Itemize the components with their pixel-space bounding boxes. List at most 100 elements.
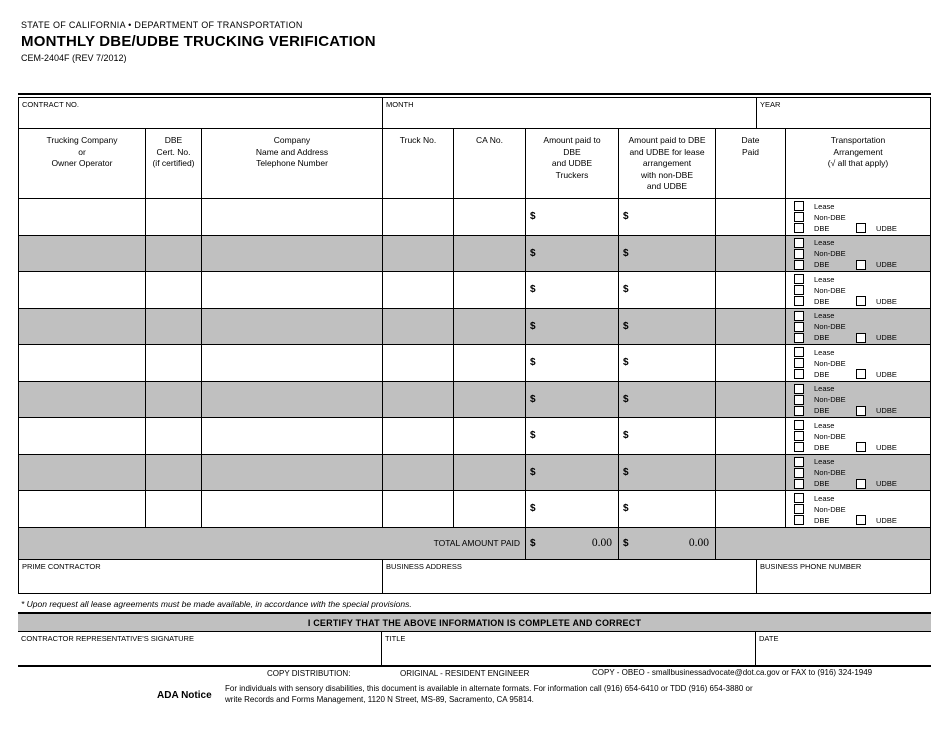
amount-paid-truckers-cell[interactable]: $ [526,491,619,527]
company-name-address-cell[interactable] [202,381,383,417]
ca-no-cell[interactable] [454,345,526,381]
company-name-address-cell[interactable] [202,308,383,344]
amount-paid-lease-cell[interactable]: $ [619,272,716,308]
date-paid-cell[interactable] [716,235,786,271]
trucking-company-cell[interactable] [19,491,146,527]
dbe-cert-no-cell[interactable] [146,272,202,308]
prime-contractor-field[interactable]: PRIME CONTRACTOR [19,559,383,593]
dbe-cert-no-cell[interactable] [146,308,202,344]
dbe-cert-no-cell[interactable] [146,381,202,417]
trucking-company-cell[interactable] [19,454,146,490]
dbe-checkbox[interactable] [794,515,804,525]
month-field[interactable]: MONTH [383,98,757,128]
trucking-company-cell[interactable] [19,381,146,417]
company-name-address-cell[interactable] [202,418,383,454]
dbe-checkbox[interactable] [794,223,804,233]
truck-no-cell[interactable] [383,454,454,490]
truck-no-cell[interactable] [383,418,454,454]
company-name-address-cell[interactable] [202,454,383,490]
amount-paid-lease-cell[interactable]: $ [619,381,716,417]
truck-no-cell[interactable] [383,272,454,308]
date-paid-cell[interactable] [716,418,786,454]
trucking-company-cell[interactable] [19,199,146,235]
non-dbe-checkbox[interactable] [794,321,804,332]
ca-no-cell[interactable] [454,491,526,527]
amount-paid-truckers-cell[interactable]: $ [526,235,619,271]
lease-checkbox[interactable] [794,310,804,321]
dbe-cert-no-cell[interactable] [146,345,202,381]
truck-no-cell[interactable] [383,345,454,381]
dbe-cert-no-cell[interactable] [146,235,202,271]
lease-checkbox[interactable] [794,201,804,211]
truck-no-cell[interactable] [383,235,454,271]
ca-no-cell[interactable] [454,235,526,271]
truck-no-cell[interactable] [383,491,454,527]
date-field[interactable]: DATE [756,632,931,665]
ca-no-cell[interactable] [454,381,526,417]
ca-no-cell[interactable] [454,418,526,454]
company-name-address-cell[interactable] [202,272,383,308]
non-dbe-checkbox[interactable] [794,212,804,222]
business-phone-field[interactable]: BUSINESS PHONE NUMBER [757,560,930,593]
date-paid-cell[interactable] [716,381,786,417]
dbe-checkbox[interactable] [794,442,804,452]
amount-paid-lease-cell[interactable]: $ [619,345,716,381]
udbe-checkbox[interactable] [856,369,866,379]
company-name-address-cell[interactable] [202,235,383,271]
date-paid-cell[interactable] [716,345,786,381]
lease-checkbox[interactable] [794,456,804,467]
udbe-checkbox[interactable] [856,223,866,233]
udbe-checkbox[interactable] [856,405,866,416]
company-name-address-cell[interactable] [202,199,383,235]
dbe-checkbox[interactable] [794,296,804,306]
company-name-address-cell[interactable] [202,345,383,381]
dbe-cert-no-cell[interactable] [146,454,202,490]
udbe-checkbox[interactable] [856,515,866,525]
dbe-checkbox[interactable] [794,369,804,379]
amount-paid-truckers-cell[interactable]: $ [526,381,619,417]
dbe-checkbox[interactable] [794,478,804,489]
lease-checkbox[interactable] [794,420,804,430]
ca-no-cell[interactable] [454,199,526,235]
amount-paid-lease-cell[interactable]: $ [619,491,716,527]
date-paid-cell[interactable] [716,272,786,308]
contract-no-field[interactable]: CONTRACT NO. [19,98,383,128]
trucking-company-cell[interactable] [19,345,146,381]
amount-paid-truckers-cell[interactable]: $ [526,272,619,308]
dbe-cert-no-cell[interactable] [146,418,202,454]
amount-paid-lease-cell[interactable]: $ [619,235,716,271]
amount-paid-truckers-cell[interactable]: $ [526,454,619,490]
ca-no-cell[interactable] [454,454,526,490]
lease-checkbox[interactable] [794,274,804,284]
date-paid-cell[interactable] [716,308,786,344]
lease-checkbox[interactable] [794,383,804,394]
ca-no-cell[interactable] [454,308,526,344]
amount-paid-truckers-cell[interactable]: $ [526,345,619,381]
non-dbe-checkbox[interactable] [794,248,804,259]
non-dbe-checkbox[interactable] [794,431,804,441]
date-paid-cell[interactable] [716,199,786,235]
amount-paid-lease-cell[interactable]: $ [619,418,716,454]
signature-field[interactable]: CONTRACTOR REPRESENTATIVE'S SIGNATURE [18,632,382,665]
dbe-checkbox[interactable] [794,405,804,416]
lease-checkbox[interactable] [794,347,804,357]
non-dbe-checkbox[interactable] [794,467,804,478]
date-paid-cell[interactable] [716,491,786,527]
amount-paid-truckers-cell[interactable]: $ [526,418,619,454]
non-dbe-checkbox[interactable] [794,285,804,295]
title-field[interactable]: TITLE [382,632,756,665]
dbe-checkbox[interactable] [794,259,804,270]
amount-paid-lease-cell[interactable]: $ [619,454,716,490]
udbe-checkbox[interactable] [856,332,866,343]
truck-no-cell[interactable] [383,381,454,417]
truck-no-cell[interactable] [383,199,454,235]
company-name-address-cell[interactable] [202,491,383,527]
trucking-company-cell[interactable] [19,235,146,271]
lease-checkbox[interactable] [794,237,804,248]
truck-no-cell[interactable] [383,308,454,344]
dbe-checkbox[interactable] [794,332,804,343]
trucking-company-cell[interactable] [19,418,146,454]
amount-paid-lease-cell[interactable]: $ [619,199,716,235]
dbe-cert-no-cell[interactable] [146,199,202,235]
dbe-cert-no-cell[interactable] [146,491,202,527]
